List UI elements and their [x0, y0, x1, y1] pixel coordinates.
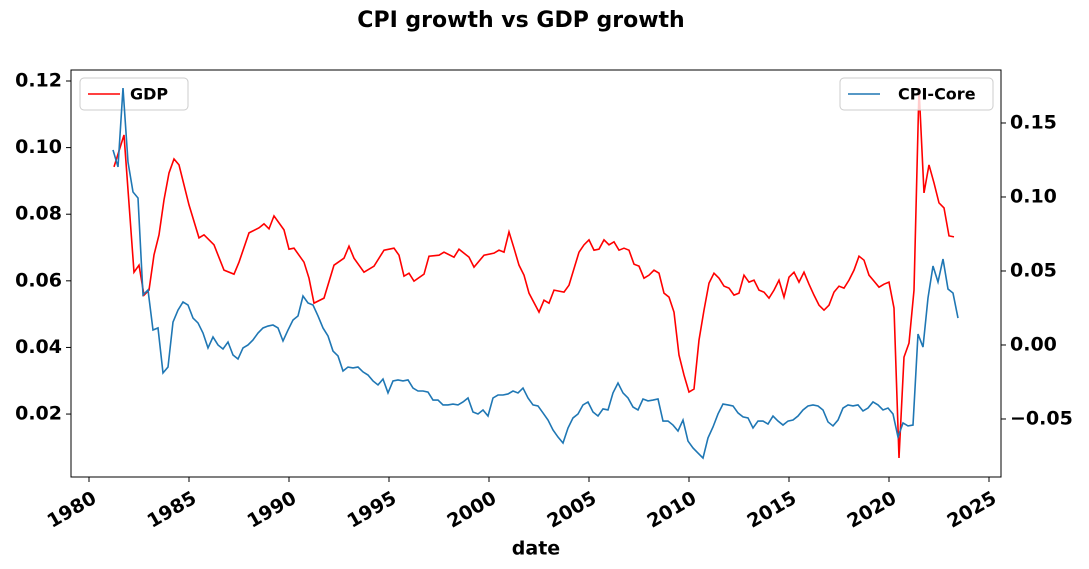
y2-tick-label: 0.10 [1010, 185, 1057, 207]
x-tick-label: 2000 [443, 487, 500, 532]
x-tick-label: 2020 [843, 487, 900, 532]
series-line [113, 87, 955, 459]
y-tick-label: 0.02 [15, 403, 62, 425]
y2-tick-label: −0.05 [1010, 407, 1073, 429]
y2-tick-label: 0.00 [1010, 333, 1057, 355]
x-tick-label: 2010 [643, 487, 700, 532]
x-tick-label: 1985 [143, 487, 200, 532]
plot-frame [70, 69, 1002, 478]
y2-tick-label: 0.15 [1010, 111, 1057, 133]
y-tick-label: 0.06 [15, 269, 62, 291]
x-tick-label: 2005 [543, 487, 600, 532]
legend-label: GDP [130, 85, 168, 104]
y2-tick-label: 0.05 [1010, 259, 1057, 281]
y-tick-label: 0.10 [15, 136, 62, 158]
series-line [112, 88, 959, 460]
y-tick-label: 0.12 [15, 69, 62, 91]
legend-label: CPI-Core [898, 85, 976, 104]
y-tick-label: 0.08 [15, 203, 62, 225]
x-tick-label: 1995 [343, 487, 400, 532]
x-tick-label: 2025 [943, 487, 1000, 532]
x-tick-label: 1980 [43, 487, 100, 532]
x-tick-label: 2015 [743, 487, 800, 532]
legend-box [79, 77, 189, 111]
y-tick-label: 0.04 [15, 336, 62, 358]
x-axis-label: date [512, 538, 560, 560]
legend-box [839, 77, 994, 111]
chart-title: CPI growth vs GDP growth [357, 8, 684, 33]
x-tick-label: 1990 [243, 487, 300, 532]
